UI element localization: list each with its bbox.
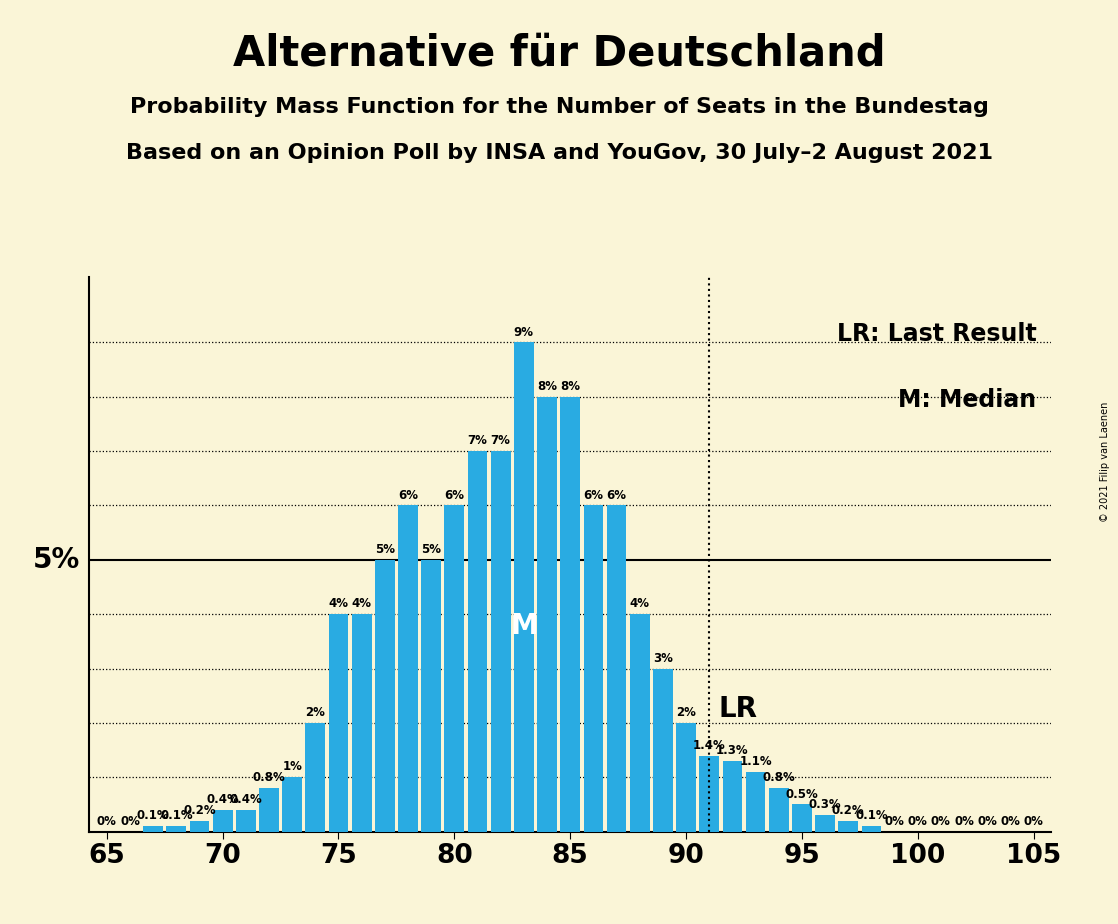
Text: 6%: 6%: [607, 489, 626, 502]
Text: 6%: 6%: [398, 489, 418, 502]
Text: 9%: 9%: [514, 325, 533, 338]
Text: 0%: 0%: [931, 815, 950, 828]
Text: LR: Last Result: LR: Last Result: [836, 322, 1036, 346]
Bar: [167, 826, 187, 832]
Text: 0.1%: 0.1%: [160, 809, 192, 822]
Bar: [862, 826, 881, 832]
Text: Probability Mass Function for the Number of Seats in the Bundestag: Probability Mass Function for the Number…: [130, 97, 988, 117]
Bar: [259, 788, 278, 832]
Text: 0.2%: 0.2%: [183, 804, 216, 817]
Text: 0.3%: 0.3%: [808, 798, 842, 811]
Bar: [838, 821, 858, 832]
Text: 1.3%: 1.3%: [716, 744, 749, 757]
Bar: [700, 756, 719, 832]
Text: 0%: 0%: [884, 815, 904, 828]
Text: © 2021 Filip van Laenen: © 2021 Filip van Laenen: [1100, 402, 1110, 522]
Text: 0.1%: 0.1%: [136, 809, 170, 822]
Bar: [212, 809, 233, 832]
Text: 0.1%: 0.1%: [855, 809, 888, 822]
Bar: [305, 723, 325, 832]
Text: 0.2%: 0.2%: [832, 804, 864, 817]
Bar: [514, 343, 533, 832]
Text: 4%: 4%: [352, 598, 371, 611]
Text: 1.4%: 1.4%: [693, 738, 726, 752]
Text: 6%: 6%: [584, 489, 604, 502]
Bar: [792, 805, 812, 832]
Text: M: Median: M: Median: [899, 388, 1036, 412]
Bar: [537, 396, 557, 832]
Bar: [607, 505, 626, 832]
Text: LR: LR: [719, 695, 758, 723]
Bar: [769, 788, 788, 832]
Text: 5%: 5%: [32, 546, 79, 574]
Text: 7%: 7%: [467, 434, 487, 447]
Bar: [352, 614, 371, 832]
Text: 0%: 0%: [1024, 815, 1043, 828]
Bar: [190, 821, 209, 832]
Bar: [653, 669, 673, 832]
Text: 0.4%: 0.4%: [229, 793, 263, 806]
Text: 8%: 8%: [537, 380, 557, 393]
Bar: [467, 451, 487, 832]
Text: 5%: 5%: [375, 543, 395, 556]
Bar: [629, 614, 650, 832]
Bar: [560, 396, 580, 832]
Text: 2%: 2%: [305, 706, 325, 719]
Text: 0%: 0%: [977, 815, 997, 828]
Text: 0%: 0%: [954, 815, 974, 828]
Text: 0%: 0%: [908, 815, 928, 828]
Bar: [815, 815, 835, 832]
Text: 0%: 0%: [1001, 815, 1021, 828]
Text: 0.5%: 0.5%: [786, 787, 818, 800]
Text: 1%: 1%: [282, 760, 302, 773]
Bar: [236, 809, 256, 832]
Bar: [445, 505, 464, 832]
Text: 0%: 0%: [120, 815, 140, 828]
Bar: [398, 505, 418, 832]
Bar: [329, 614, 349, 832]
Text: 5%: 5%: [421, 543, 442, 556]
Text: 0%: 0%: [97, 815, 116, 828]
Text: Alternative für Deutschland: Alternative für Deutschland: [233, 32, 885, 74]
Text: 1.1%: 1.1%: [739, 755, 771, 768]
Bar: [143, 826, 163, 832]
Bar: [421, 560, 440, 832]
Text: 2%: 2%: [676, 706, 697, 719]
Text: 8%: 8%: [560, 380, 580, 393]
Bar: [584, 505, 604, 832]
Bar: [676, 723, 695, 832]
Text: 0.8%: 0.8%: [762, 772, 795, 784]
Text: Based on an Opinion Poll by INSA and YouGov, 30 July–2 August 2021: Based on an Opinion Poll by INSA and You…: [125, 143, 993, 164]
Bar: [746, 772, 766, 832]
Bar: [491, 451, 511, 832]
Text: M: M: [510, 612, 538, 640]
Bar: [375, 560, 395, 832]
Text: 3%: 3%: [653, 651, 673, 664]
Text: 4%: 4%: [329, 598, 349, 611]
Text: 0.4%: 0.4%: [207, 793, 239, 806]
Bar: [722, 761, 742, 832]
Text: 7%: 7%: [491, 434, 511, 447]
Text: 4%: 4%: [629, 598, 650, 611]
Text: 6%: 6%: [444, 489, 464, 502]
Text: 0.8%: 0.8%: [253, 772, 285, 784]
Bar: [283, 777, 302, 832]
